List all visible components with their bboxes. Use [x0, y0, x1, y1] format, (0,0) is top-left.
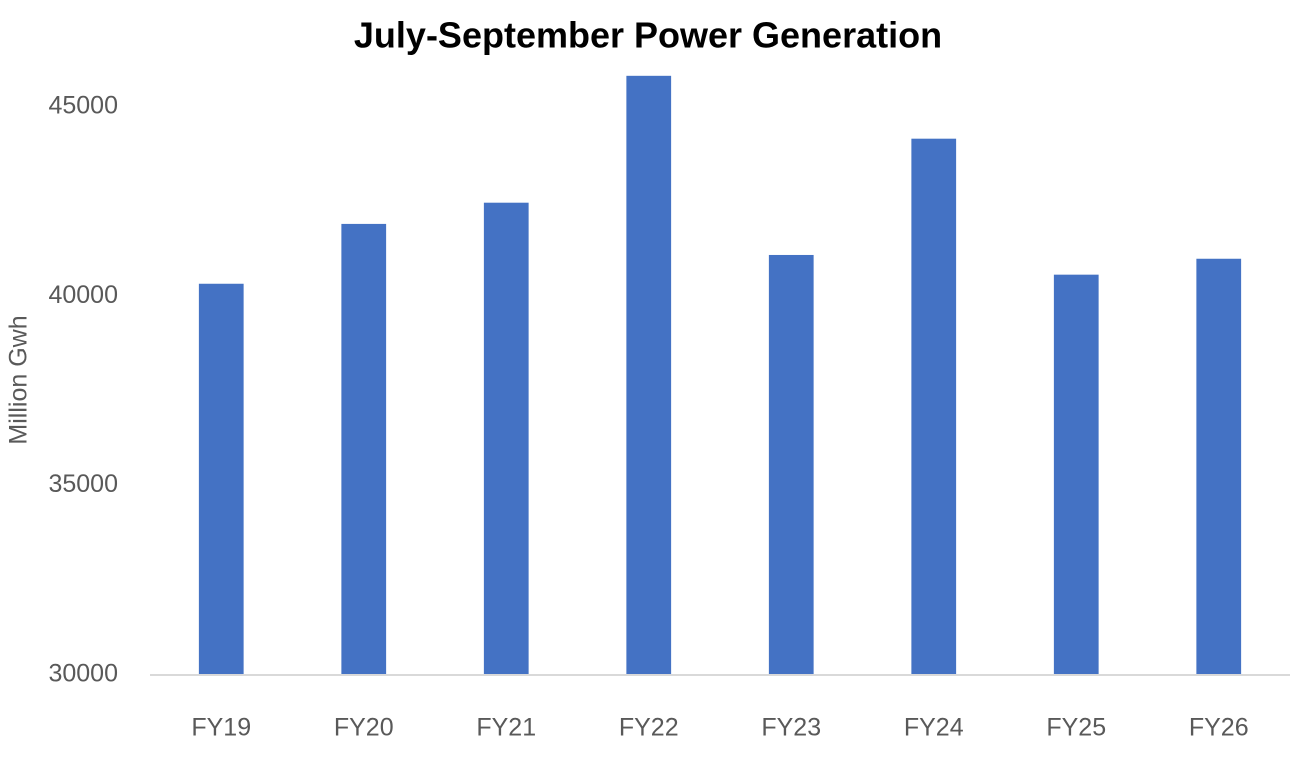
bar	[768, 254, 814, 675]
bar	[1053, 274, 1099, 675]
bar	[341, 223, 387, 675]
x-tick-label: FY23	[761, 714, 821, 742]
y-tick-label: 30000	[48, 660, 118, 688]
bar	[1196, 258, 1242, 675]
x-tick-label: FY26	[1189, 714, 1249, 742]
x-tick-label: FY19	[191, 714, 251, 742]
x-tick-label: FY21	[476, 714, 536, 742]
y-axis-label: Million Gwh	[5, 315, 33, 444]
y-tick-label: 35000	[48, 470, 118, 498]
x-tick-label: FY22	[619, 714, 679, 742]
bar	[626, 75, 672, 675]
y-tick-label: 45000	[48, 91, 118, 119]
bar	[483, 202, 529, 676]
x-tick-label: FY20	[334, 714, 394, 742]
chart-title: July-September Power Generation	[354, 15, 942, 56]
x-tick-label: FY24	[904, 714, 964, 742]
x-tick-label: FY25	[1046, 714, 1106, 742]
y-tick-label: 40000	[48, 281, 118, 309]
bar	[911, 138, 957, 675]
bar	[198, 283, 244, 675]
